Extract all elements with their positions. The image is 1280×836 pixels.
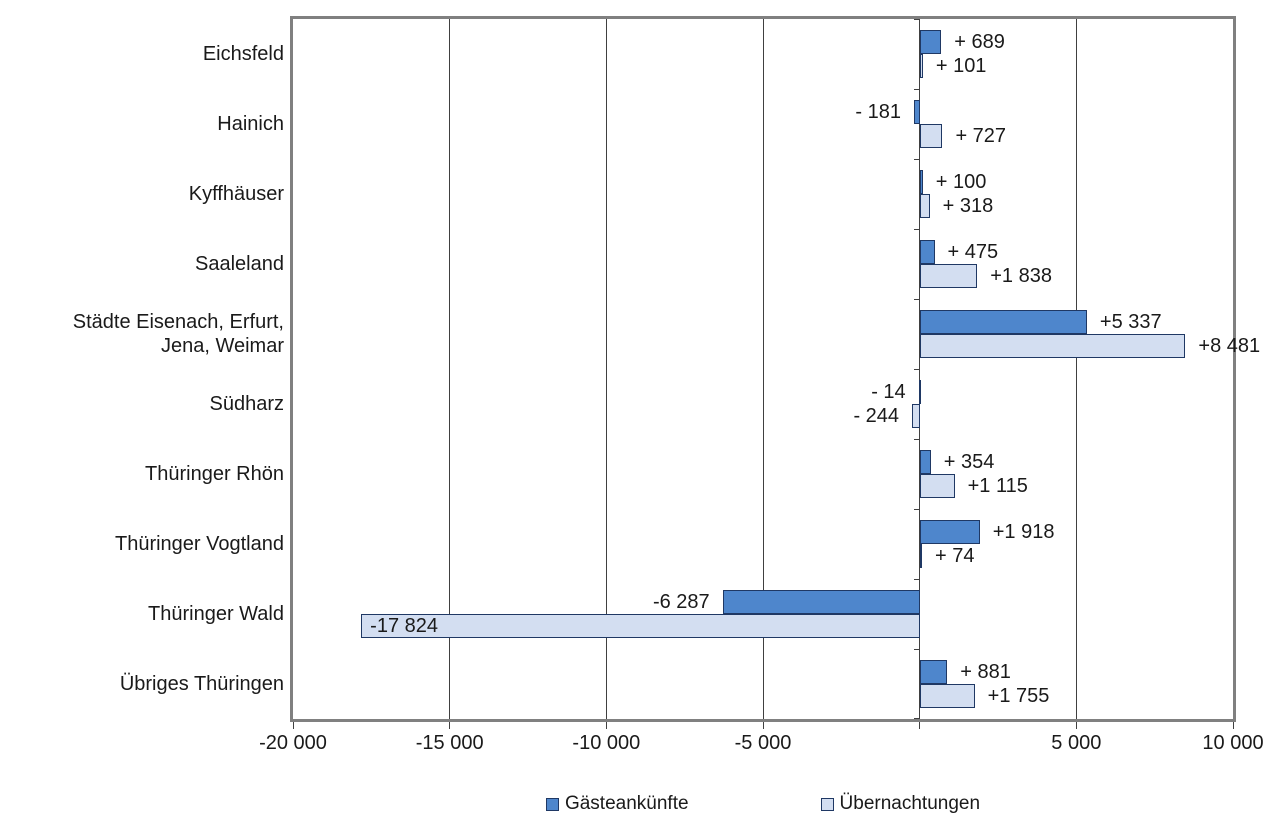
legend-item-gaesteankuenfte: Gästeankünfte (545, 793, 689, 815)
bar-value-label-g-steank-nfte-briges-th-ringen: + 881 (960, 661, 1011, 683)
category-tick (913, 649, 920, 650)
bar-value-label-bernachtungen-briges-th-ringen: +1 755 (987, 685, 1050, 707)
gridline (605, 19, 607, 719)
category-label-th-ringer-vogtland: Thüringer Vogtland (114, 533, 284, 555)
plot-area: + 689 + 101 - 181 + 727 + 100 + 318 + 475 +1 83… (290, 16, 1260, 722)
category-tick (913, 89, 920, 90)
x-axis-label: -5 000 (734, 732, 792, 754)
x-axis-label: 5 000 (1051, 732, 1102, 754)
legend-item-uebernachtungen: Übernachtungen (820, 793, 981, 815)
bar-bernachtungen-briges-th-ringen (919, 684, 975, 708)
legend-label-gaesteankuenfte: Gästeankünfte (564, 793, 689, 814)
bar-value-label-bernachtungen-hainich: + 727 (955, 125, 1007, 147)
category-tick (913, 718, 920, 719)
bar-g-steank-nfte-saaleland (919, 240, 935, 264)
bar-g-steank-nfte-briges-th-ringen (919, 660, 948, 684)
bar-value-label-bernachtungen-kyffh-user: + 318 (942, 195, 994, 217)
legend: Gästeankünfte Übernachtungen (290, 793, 1236, 815)
x-axis-tick (292, 722, 294, 729)
bar-bernachtungen-saaleland (919, 264, 978, 288)
x-axis-tick (1075, 722, 1077, 729)
gridline (762, 19, 764, 719)
x-axis-tick (1232, 722, 1234, 729)
bar-bernachtungen-s-dharz (912, 404, 920, 428)
category-tick (913, 509, 920, 510)
x-axis-label: -10 000 (572, 732, 641, 754)
bar-value-label-bernachtungen-s-dharz: - 244 (853, 405, 900, 427)
bar-value-label-g-steank-nfte-eichsfeld: + 689 (954, 31, 1005, 53)
bar-bernachtungen-th-ringer-rh-n (919, 474, 955, 498)
bar-g-steank-nfte-eichsfeld (919, 30, 942, 54)
category-label-st-dte-eisenach-erfurt-jena-weimar: Städte Eisenach, Erfurt, Jena, Weimar (72, 311, 284, 357)
bar-value-label-bernachtungen-saaleland: +1 838 (990, 265, 1052, 287)
bar-value-label-g-steank-nfte-saaleland: + 475 (947, 241, 999, 263)
bar-g-steank-nfte-kyffh-user (919, 170, 923, 194)
category-tick (913, 229, 920, 230)
category-tick (913, 299, 920, 300)
category-label-kyffh-user: Kyffhäuser (188, 183, 284, 205)
bar-g-steank-nfte-th-ringer-vogtland (919, 520, 980, 544)
bar-g-steank-nfte-s-dharz (918, 380, 921, 404)
bar-g-steank-nfte-th-ringer-rh-n (919, 450, 931, 474)
gridline (1075, 19, 1077, 719)
category-label-th-ringer-wald: Thüringer Wald (148, 603, 284, 625)
bar-value-label-g-steank-nfte-s-dharz: - 14 (871, 381, 906, 403)
x-axis-label: -15 000 (415, 732, 484, 754)
category-label-saaleland: Saaleland (195, 253, 284, 275)
category-label-s-dharz: Südharz (209, 393, 285, 415)
x-axis-label: 10 000 (1202, 732, 1264, 754)
category-tick (913, 579, 920, 580)
bar-bernachtungen-th-ringer-vogtland (919, 544, 922, 568)
legend-swatch-light-icon (820, 797, 834, 811)
bar-value-label-g-steank-nfte-hainich: - 181 (855, 101, 901, 123)
bar-value-label-g-steank-nfte-th-ringer-rh-n: + 354 (943, 451, 995, 473)
bar-value-label-bernachtungen-eichsfeld: + 101 (935, 55, 987, 77)
x-axis-tick (762, 722, 764, 729)
bar-value-label-bernachtungen-th-ringer-rh-n: +1 115 (967, 475, 1028, 497)
bar-g-steank-nfte-hainich (913, 100, 920, 124)
bar-g-steank-nfte-th-ringer-wald (722, 590, 920, 614)
bar-g-steank-nfte-st-dte-eisenach-erfurt-jena-weimar (919, 310, 1087, 334)
category-tick (913, 369, 920, 370)
bar-value-label-g-steank-nfte-th-ringer-wald: -6 287 (652, 591, 710, 613)
bar-value-label-bernachtungen-st-dte-eisenach-erfurt-jena-weimar: +8 481 (1198, 335, 1261, 357)
bar-value-label-bernachtungen-th-ringer-vogtland: + 74 (934, 545, 975, 567)
x-axis-tick (449, 722, 451, 729)
category-label-eichsfeld: Eichsfeld (202, 43, 284, 65)
x-axis-label: -20 000 (259, 732, 327, 754)
category-label-briges-th-ringen: Übriges Thüringen (119, 673, 284, 695)
gridline (449, 19, 451, 719)
zero-axis-line (919, 19, 921, 719)
legend-label-uebernachtungen: Übernachtungen (839, 793, 981, 814)
bar-bernachtungen-hainich (919, 124, 943, 148)
category-tick (913, 159, 920, 160)
bar-value-label-bernachtungen-th-ringer-wald: -17 824 (370, 615, 439, 637)
x-axis-tick (919, 722, 921, 729)
bar-bernachtungen-th-ringer-wald (361, 614, 920, 638)
category-label-hainich: Hainich (217, 113, 284, 135)
bar-value-label-g-steank-nfte-th-ringer-vogtland: +1 918 (992, 521, 1055, 543)
bar-bernachtungen-eichsfeld (919, 54, 923, 78)
legend-swatch-dark-icon (545, 797, 559, 811)
category-tick (913, 19, 920, 20)
x-axis-tick (605, 722, 607, 729)
bar-bernachtungen-st-dte-eisenach-erfurt-jena-weimar (919, 334, 1186, 358)
category-label-th-ringer-rh-n: Thüringer Rhön (145, 463, 284, 485)
bar-value-label-g-steank-nfte-st-dte-eisenach-erfurt-jena-weimar: +5 337 (1099, 311, 1162, 333)
bar-value-label-g-steank-nfte-kyffh-user: + 100 (935, 171, 987, 193)
category-tick (913, 439, 920, 440)
bar-bernachtungen-kyffh-user (919, 194, 930, 218)
